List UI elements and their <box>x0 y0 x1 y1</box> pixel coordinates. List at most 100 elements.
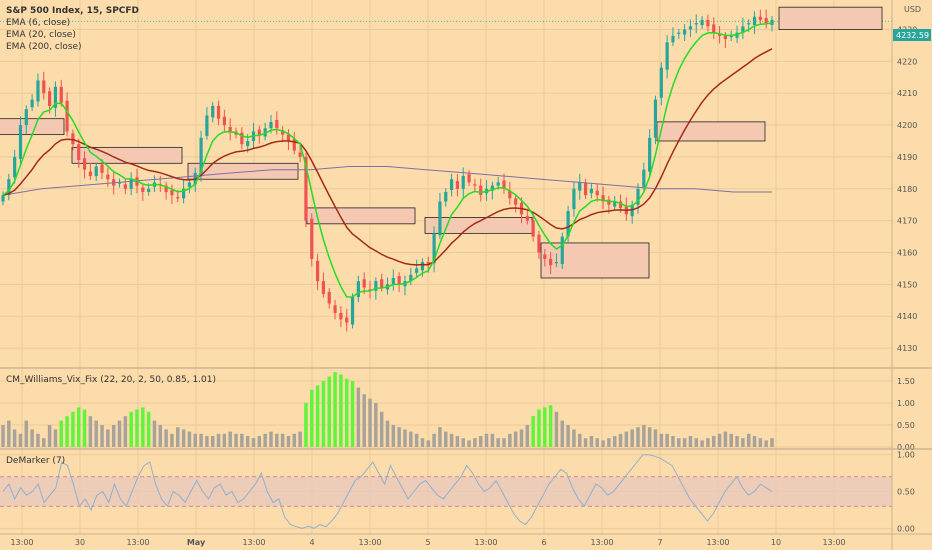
candle-body <box>36 80 40 102</box>
vix-bar <box>152 420 157 447</box>
vix-bar <box>473 438 477 447</box>
vix-bar <box>496 438 500 447</box>
vix-bar <box>24 420 29 447</box>
candle-body <box>479 185 483 196</box>
vix-bar <box>548 405 553 447</box>
candle-body <box>432 233 436 264</box>
candle-body <box>572 188 576 210</box>
vix-bar <box>269 431 273 447</box>
vix-bar <box>391 425 396 447</box>
candle-body <box>717 34 722 36</box>
candle-body <box>147 188 151 192</box>
candle-body <box>321 281 326 294</box>
candle-body <box>508 190 512 199</box>
vix-bar <box>187 431 192 447</box>
legend-ema200[interactable]: EMA (200, close) <box>6 42 82 52</box>
candle-body <box>18 125 23 159</box>
vix-bar <box>490 433 495 447</box>
price-tick-label: 4140 <box>897 312 917 321</box>
price-zone-box <box>306 207 416 225</box>
ema6-line <box>2 22 773 298</box>
candle-body <box>106 174 110 180</box>
candle-body <box>729 35 733 38</box>
legend-ema20[interactable]: EMA (20, close) <box>6 30 76 40</box>
candle-body <box>543 254 547 259</box>
price-tick-label: 4130 <box>897 344 917 353</box>
vix-bar <box>607 438 611 447</box>
vix-bar <box>263 433 267 447</box>
price-zone-box <box>656 121 766 142</box>
vix-bar <box>659 433 664 447</box>
vix-bar <box>420 438 425 447</box>
candle-body <box>222 116 226 126</box>
vix-bar <box>123 416 128 447</box>
vix-bar <box>18 433 23 447</box>
candle-body <box>187 182 192 187</box>
candle-body <box>764 18 768 24</box>
demarker-tick-label: 0.00 <box>897 524 915 533</box>
candle-body <box>1 195 5 202</box>
vix-bar <box>193 433 197 447</box>
price-axis[interactable]: 4130 4140 4150 4160 4170 4180 4190 4200 4210 4220… <box>897 25 917 533</box>
vix-bar <box>170 433 174 447</box>
time-axis[interactable]: 13:00 30 13:00 May 13:00 4 13:00 5 13:00 6 13:00 7 1… <box>10 538 845 547</box>
price-tick-label: 4150 <box>897 280 917 289</box>
vix-bar <box>280 433 285 447</box>
vix-bar <box>181 429 186 447</box>
time-tick-label: 13:00 <box>474 538 497 547</box>
vix-bar <box>729 433 733 447</box>
candle-body <box>496 182 500 186</box>
candle-body <box>502 180 506 189</box>
time-tick-label: 6 <box>541 538 546 547</box>
legend-ema6[interactable]: EMA (6, close) <box>6 18 70 28</box>
vix-bar <box>234 433 238 447</box>
vix-bar <box>758 438 763 447</box>
candle-body <box>356 281 360 298</box>
vix-bar <box>111 425 116 447</box>
candle-body <box>607 199 611 205</box>
price-tick-label: 4160 <box>897 248 917 257</box>
candle-body <box>42 80 46 94</box>
candle-body <box>94 166 98 177</box>
vix-fix-title[interactable]: CM_Williams_Vix_Fix (22, 20, 2, 50, 0.85… <box>6 375 216 385</box>
candle-body <box>257 129 261 135</box>
vix-bar <box>94 420 98 447</box>
vix-bar <box>205 436 209 447</box>
demarker-series <box>2 454 773 529</box>
vix-bar <box>455 436 460 447</box>
candle-body <box>13 156 17 178</box>
candle-body <box>671 35 675 43</box>
vix-bar <box>531 416 535 447</box>
vix-bar <box>141 407 145 447</box>
vix-bar <box>65 416 69 447</box>
candle-body <box>420 262 425 271</box>
candle-body <box>589 188 594 194</box>
vix-bar <box>333 372 337 447</box>
candle-body <box>7 179 11 196</box>
candle-body <box>723 35 727 40</box>
vix-bar <box>612 436 617 447</box>
vix-bar <box>513 431 518 447</box>
candle-body <box>683 29 687 35</box>
candle-body <box>170 190 174 196</box>
vix-bar <box>543 407 547 447</box>
candle-body <box>560 236 564 264</box>
time-tick-label: 13:00 <box>590 538 613 547</box>
candle-body <box>473 184 477 186</box>
vix-bar <box>595 438 599 447</box>
vix-bar <box>135 409 139 447</box>
candle-body <box>246 140 250 147</box>
vix-bar <box>723 431 728 447</box>
candle-body <box>48 91 52 106</box>
vix-tick-label: 0.00 <box>897 443 915 452</box>
price-tick-label: 4220 <box>897 57 917 66</box>
time-tick-label: 5 <box>425 538 430 547</box>
candle-body <box>228 126 232 132</box>
candle-body <box>706 19 710 27</box>
demarker-title[interactable]: DeMarker (7) <box>6 456 65 466</box>
last-price-tag: 4232.59 <box>893 29 931 41</box>
vix-bar <box>618 433 623 447</box>
candle-body <box>117 182 122 184</box>
vix-bar <box>694 438 699 447</box>
